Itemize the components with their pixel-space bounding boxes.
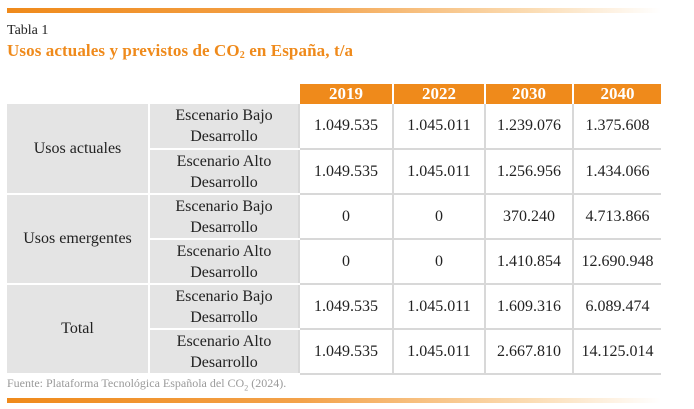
cell-value: 1.049.535 [298,284,393,330]
table-row: Usos emergentes Escenario Bajo Desarrollo… [7,194,661,285]
top-accent-bar [7,8,661,13]
scenario-label: Escenario Bajo Desarrollo [148,104,299,150]
title-suffix: en España, t/a [244,41,354,60]
cell-value: 1.239.076 [484,104,573,150]
scenario-label: Escenario Alto Desarrollo [148,239,299,285]
table-row: Total Escenario Bajo Desarrollo 1.049.535… [7,284,661,375]
scenario-label: Escenario Bajo Desarrollo [148,284,299,330]
table-title: Usos actuales y previstos de CO2 en Espa… [7,41,353,61]
table-row: Escenario Alto Desarrollo 0 0 1.410.854 1… [7,239,661,285]
column-header-2040: 2040 [572,84,661,104]
header-row: 2019 2022 2030 2040 [7,84,661,104]
data-table: 2019 2022 2030 2040 Usos actuales Escena… [7,84,661,375]
group-label: Usos emergentes [7,194,149,285]
cell-value: 1.045.011 [392,329,485,375]
column-header-2030: 2030 [484,84,573,104]
scenario-label: Escenario Bajo Desarrollo [148,194,299,240]
header-blank [7,84,149,104]
table-row: Escenario Alto Desarrollo 1.049.535 1.045… [7,149,661,195]
column-header-2022: 2022 [392,84,485,104]
header-blank [149,84,299,104]
cell-value: 370.240 [484,194,573,240]
group-label: Usos actuales [7,104,149,195]
scenario-label: Escenario Alto Desarrollo [148,149,299,195]
cell-value: 1.375.608 [572,104,661,150]
cell-value: 6.089.474 [572,284,661,330]
cell-value: 0 [298,239,393,285]
table-row: Usos actuales Escenario Bajo Desarrollo 1… [7,104,661,195]
cell-value: 1.434.066 [572,149,661,195]
cell-value: 1.256.956 [484,149,573,195]
group-label: Total [7,284,149,375]
table-row: Escenario Alto Desarrollo 1.049.535 1.045… [7,329,661,375]
bottom-accent-bar [7,398,661,403]
cell-value: 1.045.011 [392,149,485,195]
cell-value: 0 [392,194,485,240]
cell-value: 1.045.011 [392,284,485,330]
title-subscript: 2 [239,50,245,61]
title-prefix: Usos actuales y previstos de CO [7,41,240,60]
cell-value: 1.410.854 [484,239,573,285]
source-note: Fuente: Plataforma Tecnológica Española … [7,376,287,393]
cell-value: 0 [298,194,393,240]
cell-value: 1.049.535 [298,329,393,375]
cell-value: 1.049.535 [298,104,393,150]
cell-value: 1.049.535 [298,149,393,195]
cell-value: 0 [392,239,485,285]
cell-value: 2.667.810 [484,329,573,375]
cell-value: 4.713.866 [572,194,661,240]
scenario-label: Escenario Alto Desarrollo [148,329,299,375]
cell-value: 1.609.316 [484,284,573,330]
cell-value: 12.690.948 [572,239,661,285]
cell-value: 14.125.014 [572,329,661,375]
column-header-2019: 2019 [298,84,393,104]
cell-value: 1.045.011 [392,104,485,150]
table-label: Tabla 1 [7,23,49,38]
